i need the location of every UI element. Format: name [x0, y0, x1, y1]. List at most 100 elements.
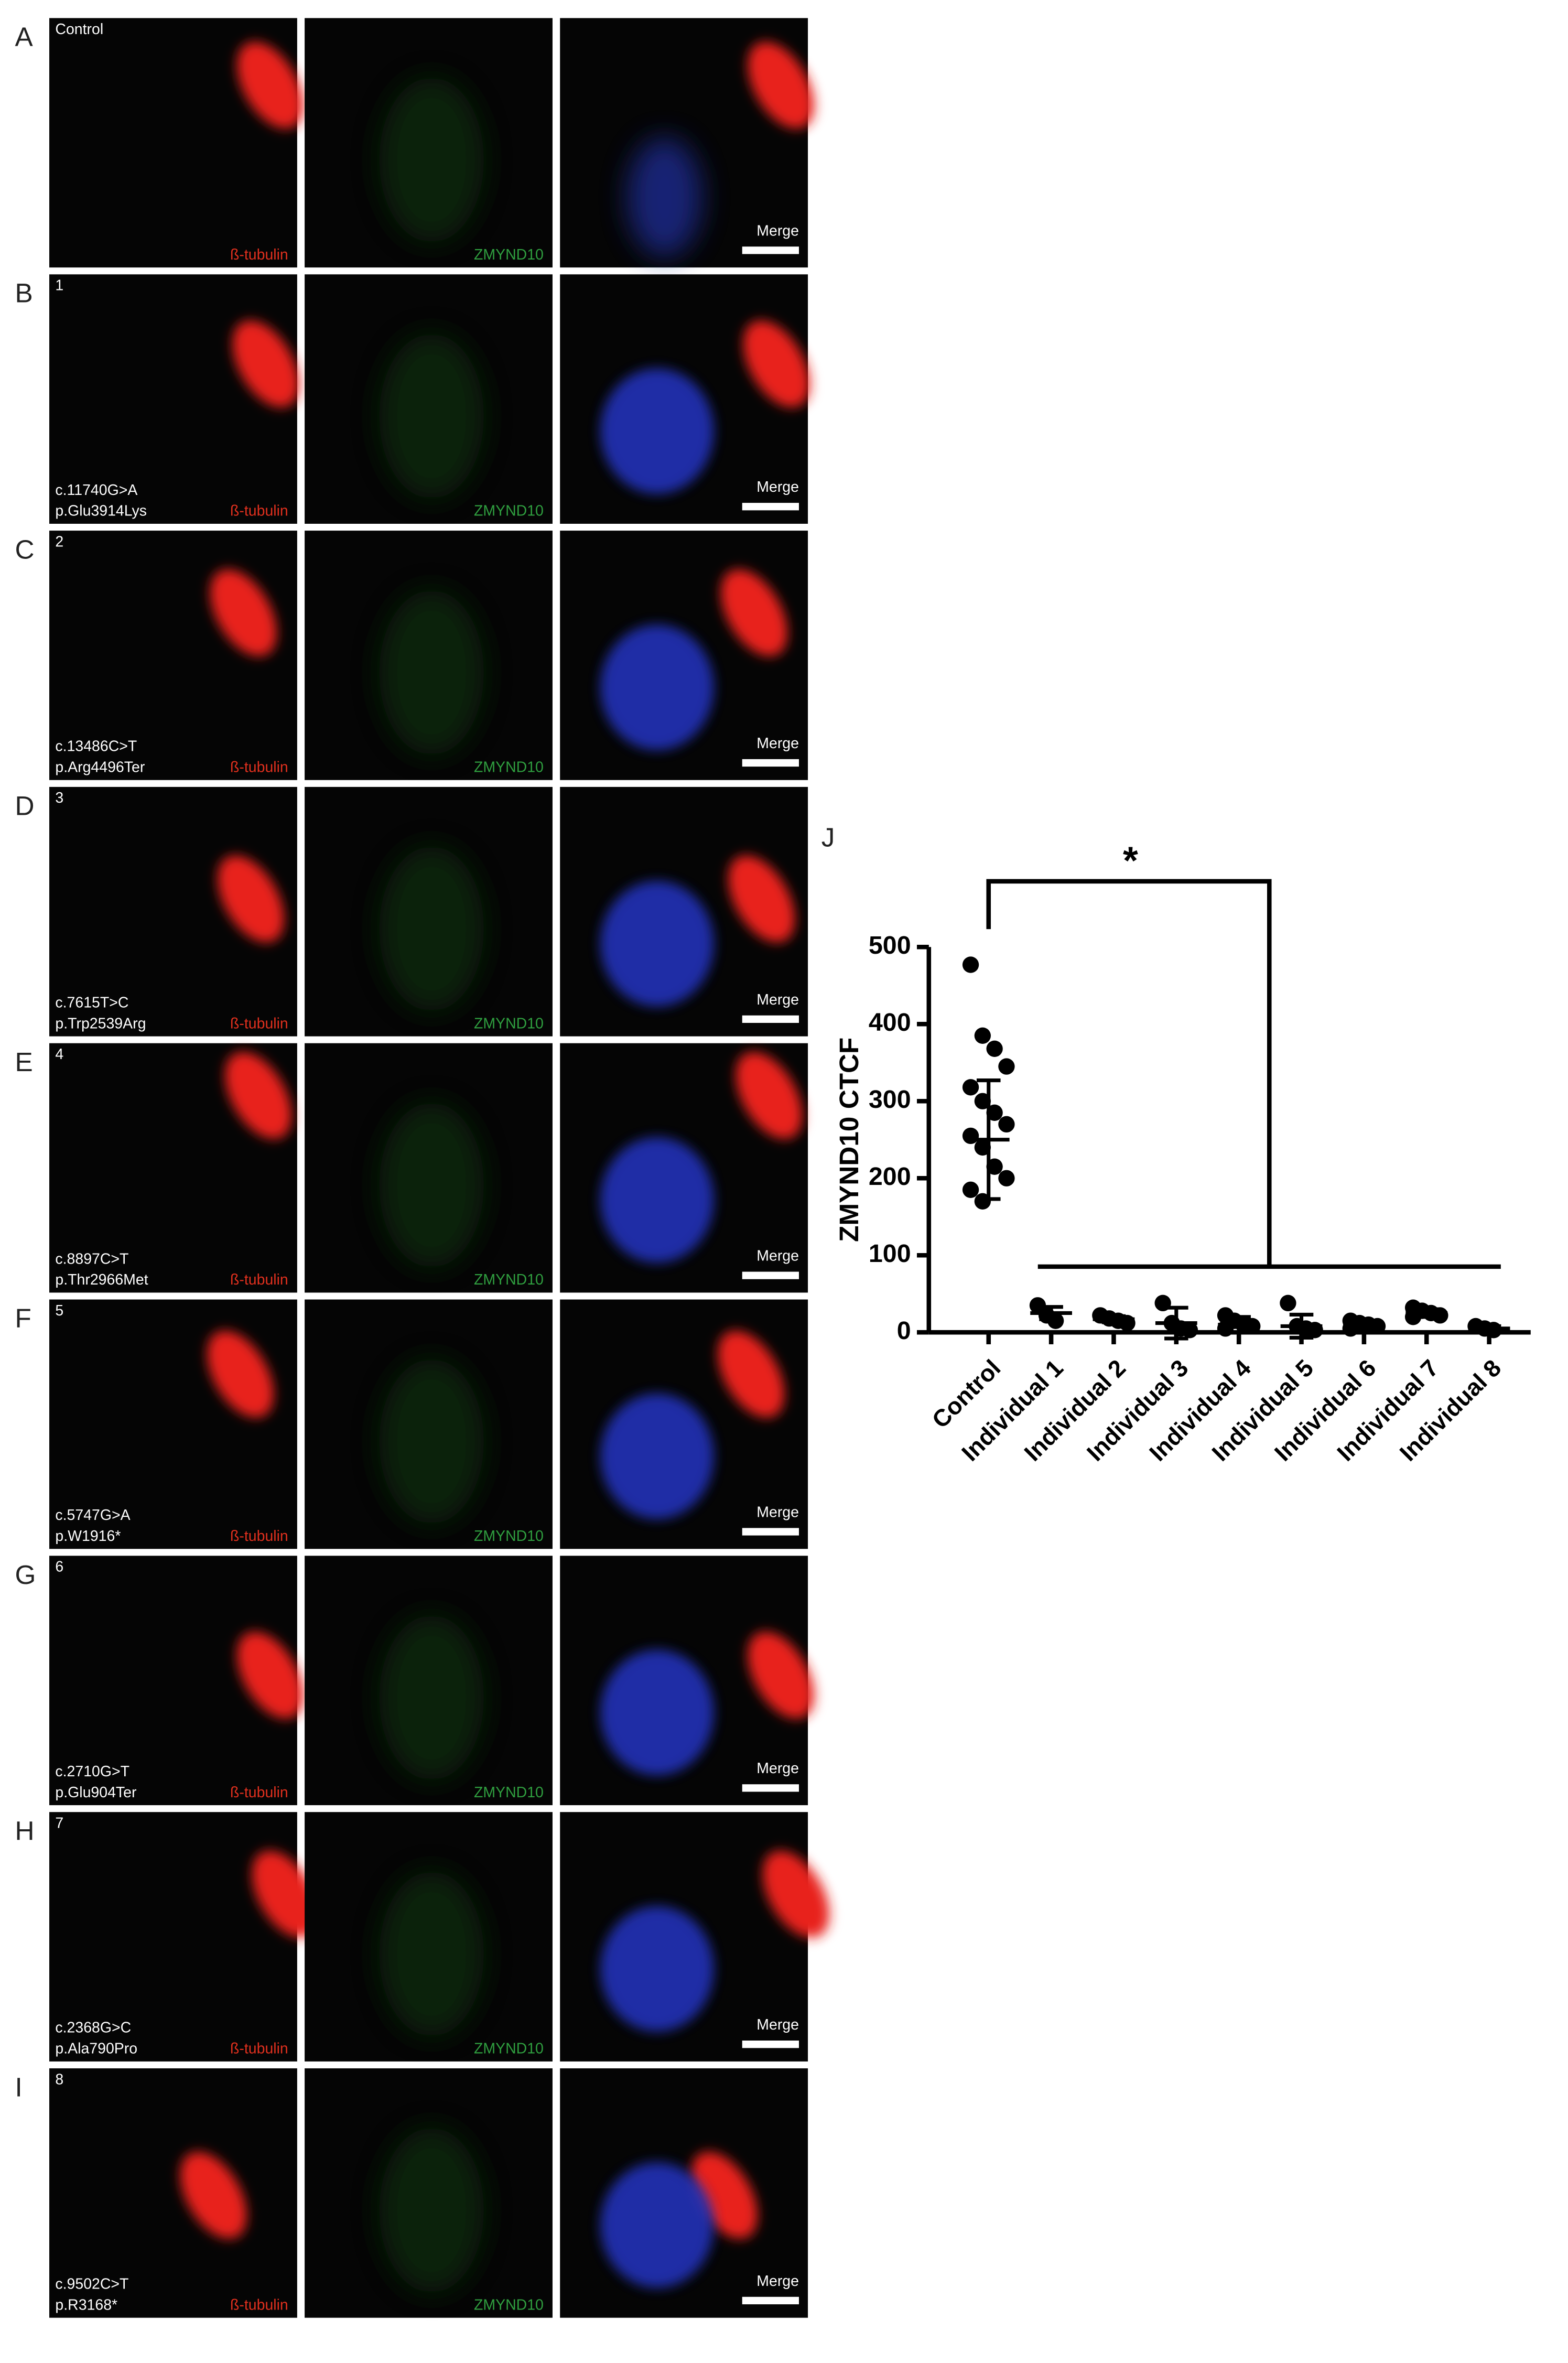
green-signal: [379, 78, 484, 242]
y-tick-label: 200: [869, 1162, 911, 1191]
blue-nucleus: [600, 624, 714, 750]
data-point: [962, 1127, 979, 1145]
variant-label: p.Trp2539Arg: [55, 1015, 146, 1032]
y-tick-label: 300: [869, 1085, 911, 1114]
scale-bar: [742, 503, 799, 511]
blue-nucleus: [600, 1393, 714, 1519]
red-signal: [180, 2152, 247, 2239]
green-signal: [379, 334, 484, 499]
red-signal: [762, 1850, 829, 1938]
scale-bar: [742, 1015, 799, 1023]
variant-label: c.7615T>C: [55, 994, 128, 1011]
panel-label: 5: [55, 1302, 63, 1319]
panel-label: 7: [55, 1815, 63, 1831]
channel-label: Merge: [756, 735, 799, 752]
variant-label: c.13486C>T: [55, 738, 137, 755]
red-signal: [748, 1632, 815, 1719]
green-signal: [379, 1103, 484, 1268]
red-signal: [720, 569, 788, 656]
variant-label: p.Thr2966Met: [55, 1271, 148, 1288]
panel-letter: D: [15, 791, 34, 821]
red-signal: [718, 1330, 785, 1418]
variant-label: c.9502C>T: [55, 2276, 128, 2293]
channel-label: Merge: [756, 1504, 799, 1520]
red-signal: [728, 855, 795, 943]
significance-bracket: [986, 879, 1501, 1269]
channel-label: Merge: [756, 2273, 799, 2290]
variant-label: c.11740G>A: [55, 482, 137, 499]
green-signal: [379, 846, 484, 1011]
data-point: [1181, 1322, 1198, 1339]
variant-label: p.Ala790Pro: [55, 2041, 137, 2057]
data-point: [998, 1170, 1015, 1186]
blue-nucleus: [600, 1649, 714, 1776]
red-signal: [743, 320, 810, 408]
data-point: [962, 956, 979, 973]
variant-label: p.Arg4496Ter: [55, 759, 145, 776]
channel-label: ZMYND10: [474, 2296, 544, 2313]
channel-label: ZMYND10: [474, 759, 544, 776]
significance-label: *: [1123, 838, 1138, 882]
red-signal: [232, 320, 299, 408]
panel-letter: I: [15, 2072, 22, 2102]
micrograph: [49, 1812, 297, 2062]
channel-label: ß-tubulin: [230, 1784, 288, 1801]
green-signal: [379, 2128, 484, 2293]
blue-nucleus: [600, 2162, 714, 2288]
green-signal: [379, 1872, 484, 2036]
variant-label: p.R3168*: [55, 2296, 117, 2313]
variant-label: c.2368G>C: [55, 2020, 131, 2036]
y-axis-label: ZMYND10 CTCF: [834, 1038, 864, 1242]
variant-label: c.2710G>T: [55, 1763, 129, 1780]
red-signal: [236, 1632, 304, 1719]
scale-bar: [742, 1784, 799, 1792]
data-point: [1306, 1322, 1323, 1339]
data-point: [986, 1040, 1003, 1057]
channel-label: ß-tubulin: [230, 1528, 288, 1545]
channel-label: Merge: [756, 479, 799, 495]
green-signal: [379, 590, 484, 755]
blue-nucleus: [600, 368, 714, 494]
channel-label: Merge: [756, 1248, 799, 1265]
red-signal: [748, 41, 815, 129]
scale-bar: [742, 246, 799, 254]
channel-label: ß-tubulin: [230, 1015, 288, 1032]
panel-letter: A: [15, 22, 33, 52]
panel-label: 1: [55, 277, 63, 294]
red-signal: [207, 1330, 274, 1418]
channel-label: ZMYND10: [474, 1015, 544, 1032]
scale-bar: [742, 1271, 799, 1279]
green-signal: [379, 1615, 484, 1780]
variant-label: p.Glu904Ter: [55, 1784, 136, 1801]
variant-label: c.8897C>T: [55, 1250, 128, 1267]
panel-letter: B: [15, 278, 33, 308]
bracket-line: [986, 879, 1272, 1267]
blue-nucleus: [600, 881, 714, 1007]
red-signal: [217, 855, 285, 943]
red-signal: [210, 569, 277, 656]
channel-label: ZMYND10: [474, 246, 544, 263]
y-tick-label: 500: [869, 931, 911, 959]
blue-nucleus: [627, 137, 702, 257]
channel-label: ß-tubulin: [230, 1271, 288, 1288]
scale-bar: [742, 1528, 799, 1536]
data-point: [1217, 1320, 1234, 1337]
variant-label: p.W1916*: [55, 1528, 121, 1545]
data-point: [962, 1079, 979, 1096]
data-point: [962, 1181, 979, 1198]
blue-nucleus: [600, 1137, 714, 1263]
panel-label: 2: [55, 533, 63, 550]
panel-label: 3: [55, 790, 63, 806]
panel-label: 4: [55, 1046, 63, 1063]
data-point: [974, 1027, 991, 1044]
panel-letter: J: [821, 823, 835, 853]
channel-label: ß-tubulin: [230, 503, 288, 520]
red-signal: [236, 41, 304, 129]
y-tick-label: 400: [869, 1008, 911, 1037]
data-point: [1280, 1294, 1296, 1312]
channel-label: ß-tubulin: [230, 759, 288, 776]
channel-label: ZMYND10: [474, 1271, 544, 1288]
red-signal: [225, 1052, 292, 1139]
